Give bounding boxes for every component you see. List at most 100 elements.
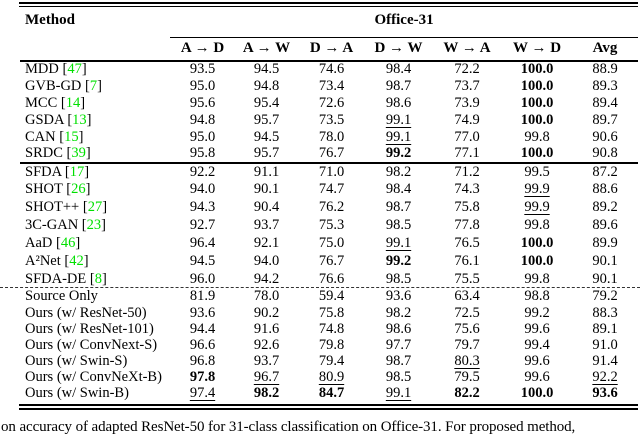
accuracy-value: 93.6 bbox=[189, 304, 216, 321]
accuracy-value-cell: 90.4 bbox=[235, 199, 298, 217]
accuracy-value: 95.7 bbox=[253, 145, 280, 162]
citation-number: 26 bbox=[71, 181, 86, 198]
accuracy-value-cell: 99.6 bbox=[502, 321, 572, 337]
accuracy-value: 82.2 bbox=[454, 385, 480, 402]
accuracy-value: 98.4 bbox=[385, 181, 412, 198]
accuracy-value: 73.5 bbox=[318, 111, 345, 128]
accuracy-value-cell: 75.8 bbox=[432, 199, 502, 217]
accuracy-value-cell: 73.4 bbox=[298, 78, 365, 95]
accuracy-value: 96.6 bbox=[189, 336, 216, 353]
accuracy-value: 94.8 bbox=[189, 111, 216, 128]
accuracy-value-cell: 93.7 bbox=[235, 353, 298, 369]
accuracy-value: 92.2 bbox=[189, 163, 216, 180]
method-name: MCC bbox=[25, 94, 58, 111]
citation-number: 17 bbox=[69, 163, 85, 180]
accuracy-value: 87.2 bbox=[592, 163, 618, 180]
method-name: Ours (w/ ResNet-101) bbox=[25, 320, 154, 337]
accuracy-value-cell: 63.4 bbox=[432, 289, 502, 305]
accuracy-value: 91.1 bbox=[253, 163, 280, 180]
citation-number: 7 bbox=[89, 77, 98, 94]
accuracy-value-cell: 79.8 bbox=[298, 337, 365, 353]
table-row: SHOT [26] 94.0 90.1 74.7 98.4 74.3 99.9 88.6 bbox=[20, 181, 638, 199]
accuracy-value: 77.8 bbox=[454, 217, 480, 234]
accuracy-value: 91.6 bbox=[253, 320, 280, 337]
method-name-cell: A²Net [42] bbox=[25, 253, 89, 270]
citation-number: 8 bbox=[94, 271, 102, 288]
accuracy-value: 92.2 bbox=[592, 369, 618, 386]
accuracy-value: 88.6 bbox=[592, 181, 618, 198]
accuracy-value-cell: 99.8 bbox=[502, 217, 572, 235]
table-row: CAN [15] 95.0 94.5 78.0 99.1 77.0 99.8 90.6 bbox=[20, 129, 638, 146]
accuracy-value-cell: 89.1 bbox=[572, 321, 638, 337]
accuracy-value-cell: 100.0 bbox=[502, 386, 572, 402]
accuracy-value-cell: 93.6 bbox=[170, 305, 235, 321]
accuracy-value-cell: 92.7 bbox=[170, 217, 235, 235]
accuracy-value-cell: 89.6 bbox=[572, 217, 638, 235]
accuracy-value: 99.1 bbox=[385, 111, 412, 128]
accuracy-value-cell: 79.7 bbox=[432, 337, 502, 353]
column-headers-row: A → D A → W D → A D → W W → A W → D Avg bbox=[20, 38, 638, 61]
accuracy-value: 89.4 bbox=[592, 94, 618, 111]
accuracy-value: 99.1 bbox=[385, 235, 412, 252]
citation-number: 47 bbox=[67, 61, 82, 78]
method-name: CAN bbox=[25, 128, 56, 145]
accuracy-value-cell: 75.6 bbox=[432, 321, 502, 337]
accuracy-value-cell: 75.0 bbox=[298, 235, 365, 253]
accuracy-value: 71.2 bbox=[454, 163, 480, 180]
table-row: SRDC [39] 95.8 95.7 76.7 99.2 77.1 100.0 90.8 bbox=[20, 146, 638, 163]
accuracy-value-cell: 94.2 bbox=[235, 271, 298, 289]
accuracy-value-cell: 88.6 bbox=[572, 181, 638, 199]
accuracy-value: 79.4 bbox=[318, 353, 345, 370]
accuracy-value-cell: 90.6 bbox=[572, 129, 638, 146]
accuracy-value-cell: 100.0 bbox=[502, 146, 572, 163]
accuracy-value: 95.0 bbox=[189, 128, 216, 145]
accuracy-value-cell: 98.5 bbox=[365, 271, 432, 289]
accuracy-value: 94.5 bbox=[253, 128, 280, 145]
accuracy-value: 77.0 bbox=[454, 128, 480, 145]
accuracy-value: 99.6 bbox=[524, 320, 550, 337]
accuracy-value-cell: 95.8 bbox=[170, 146, 235, 163]
accuracy-value: 99.9 bbox=[524, 181, 550, 198]
accuracy-value: 95.6 bbox=[189, 94, 216, 111]
dashed-divider bbox=[0, 287, 640, 288]
accuracy-value: 98.7 bbox=[385, 199, 412, 216]
accuracy-value: 72.6 bbox=[318, 94, 345, 111]
method-name: GVB-GD bbox=[25, 77, 82, 94]
accuracy-value-cell: 76.7 bbox=[298, 146, 365, 163]
method-name-cell: GVB-GD [7] bbox=[25, 77, 102, 94]
accuracy-value: 98.2 bbox=[385, 304, 412, 321]
citation-number: 13 bbox=[72, 111, 87, 128]
accuracy-value: 89.9 bbox=[592, 235, 618, 252]
method-name-cell: AaD [46] bbox=[25, 235, 81, 252]
table-row: MDD [47] 93.5 94.5 74.6 98.4 72.2 100.0 88.9 bbox=[20, 61, 638, 78]
accuracy-value-cell: 76.2 bbox=[298, 199, 365, 217]
table-top-rule-thin bbox=[19, 6, 638, 7]
accuracy-value-cell: 72.2 bbox=[432, 61, 502, 78]
method-name-cell: SFDA [17] bbox=[25, 163, 90, 180]
accuracy-value: 98.2 bbox=[385, 163, 412, 180]
accuracy-value: 76.1 bbox=[454, 253, 480, 270]
accuracy-value: 74.9 bbox=[454, 111, 480, 128]
column-header: D → A bbox=[309, 40, 354, 57]
accuracy-value-cell: 98.5 bbox=[365, 369, 432, 385]
accuracy-value-cell: 76.1 bbox=[432, 253, 502, 271]
accuracy-value-cell: 92.2 bbox=[170, 163, 235, 181]
accuracy-value-cell: 96.8 bbox=[170, 353, 235, 369]
accuracy-value-cell: 99.1 bbox=[365, 386, 432, 402]
accuracy-value: 94.2 bbox=[253, 271, 280, 288]
accuracy-value: 98.5 bbox=[385, 271, 412, 288]
accuracy-value: 79.8 bbox=[318, 336, 345, 353]
method-name-cell: Source Only bbox=[20, 289, 170, 305]
accuracy-value-cell: 96.6 bbox=[170, 337, 235, 353]
accuracy-value-cell: 89.4 bbox=[572, 95, 638, 112]
accuracy-value: 79.7 bbox=[454, 336, 480, 353]
accuracy-value: 88.9 bbox=[592, 61, 618, 78]
accuracy-value-cell: 72.6 bbox=[298, 95, 365, 112]
accuracy-value: 79.2 bbox=[592, 288, 618, 305]
method-name: Ours (w/ ConvNeXt-B) bbox=[25, 369, 162, 386]
accuracy-value-cell: 98.5 bbox=[365, 217, 432, 235]
method-name: SRDC bbox=[25, 145, 63, 162]
accuracy-value-cell: 97.4 bbox=[170, 386, 235, 402]
accuracy-value-cell: 99.2 bbox=[502, 305, 572, 321]
accuracy-value-cell: 89.7 bbox=[572, 112, 638, 129]
